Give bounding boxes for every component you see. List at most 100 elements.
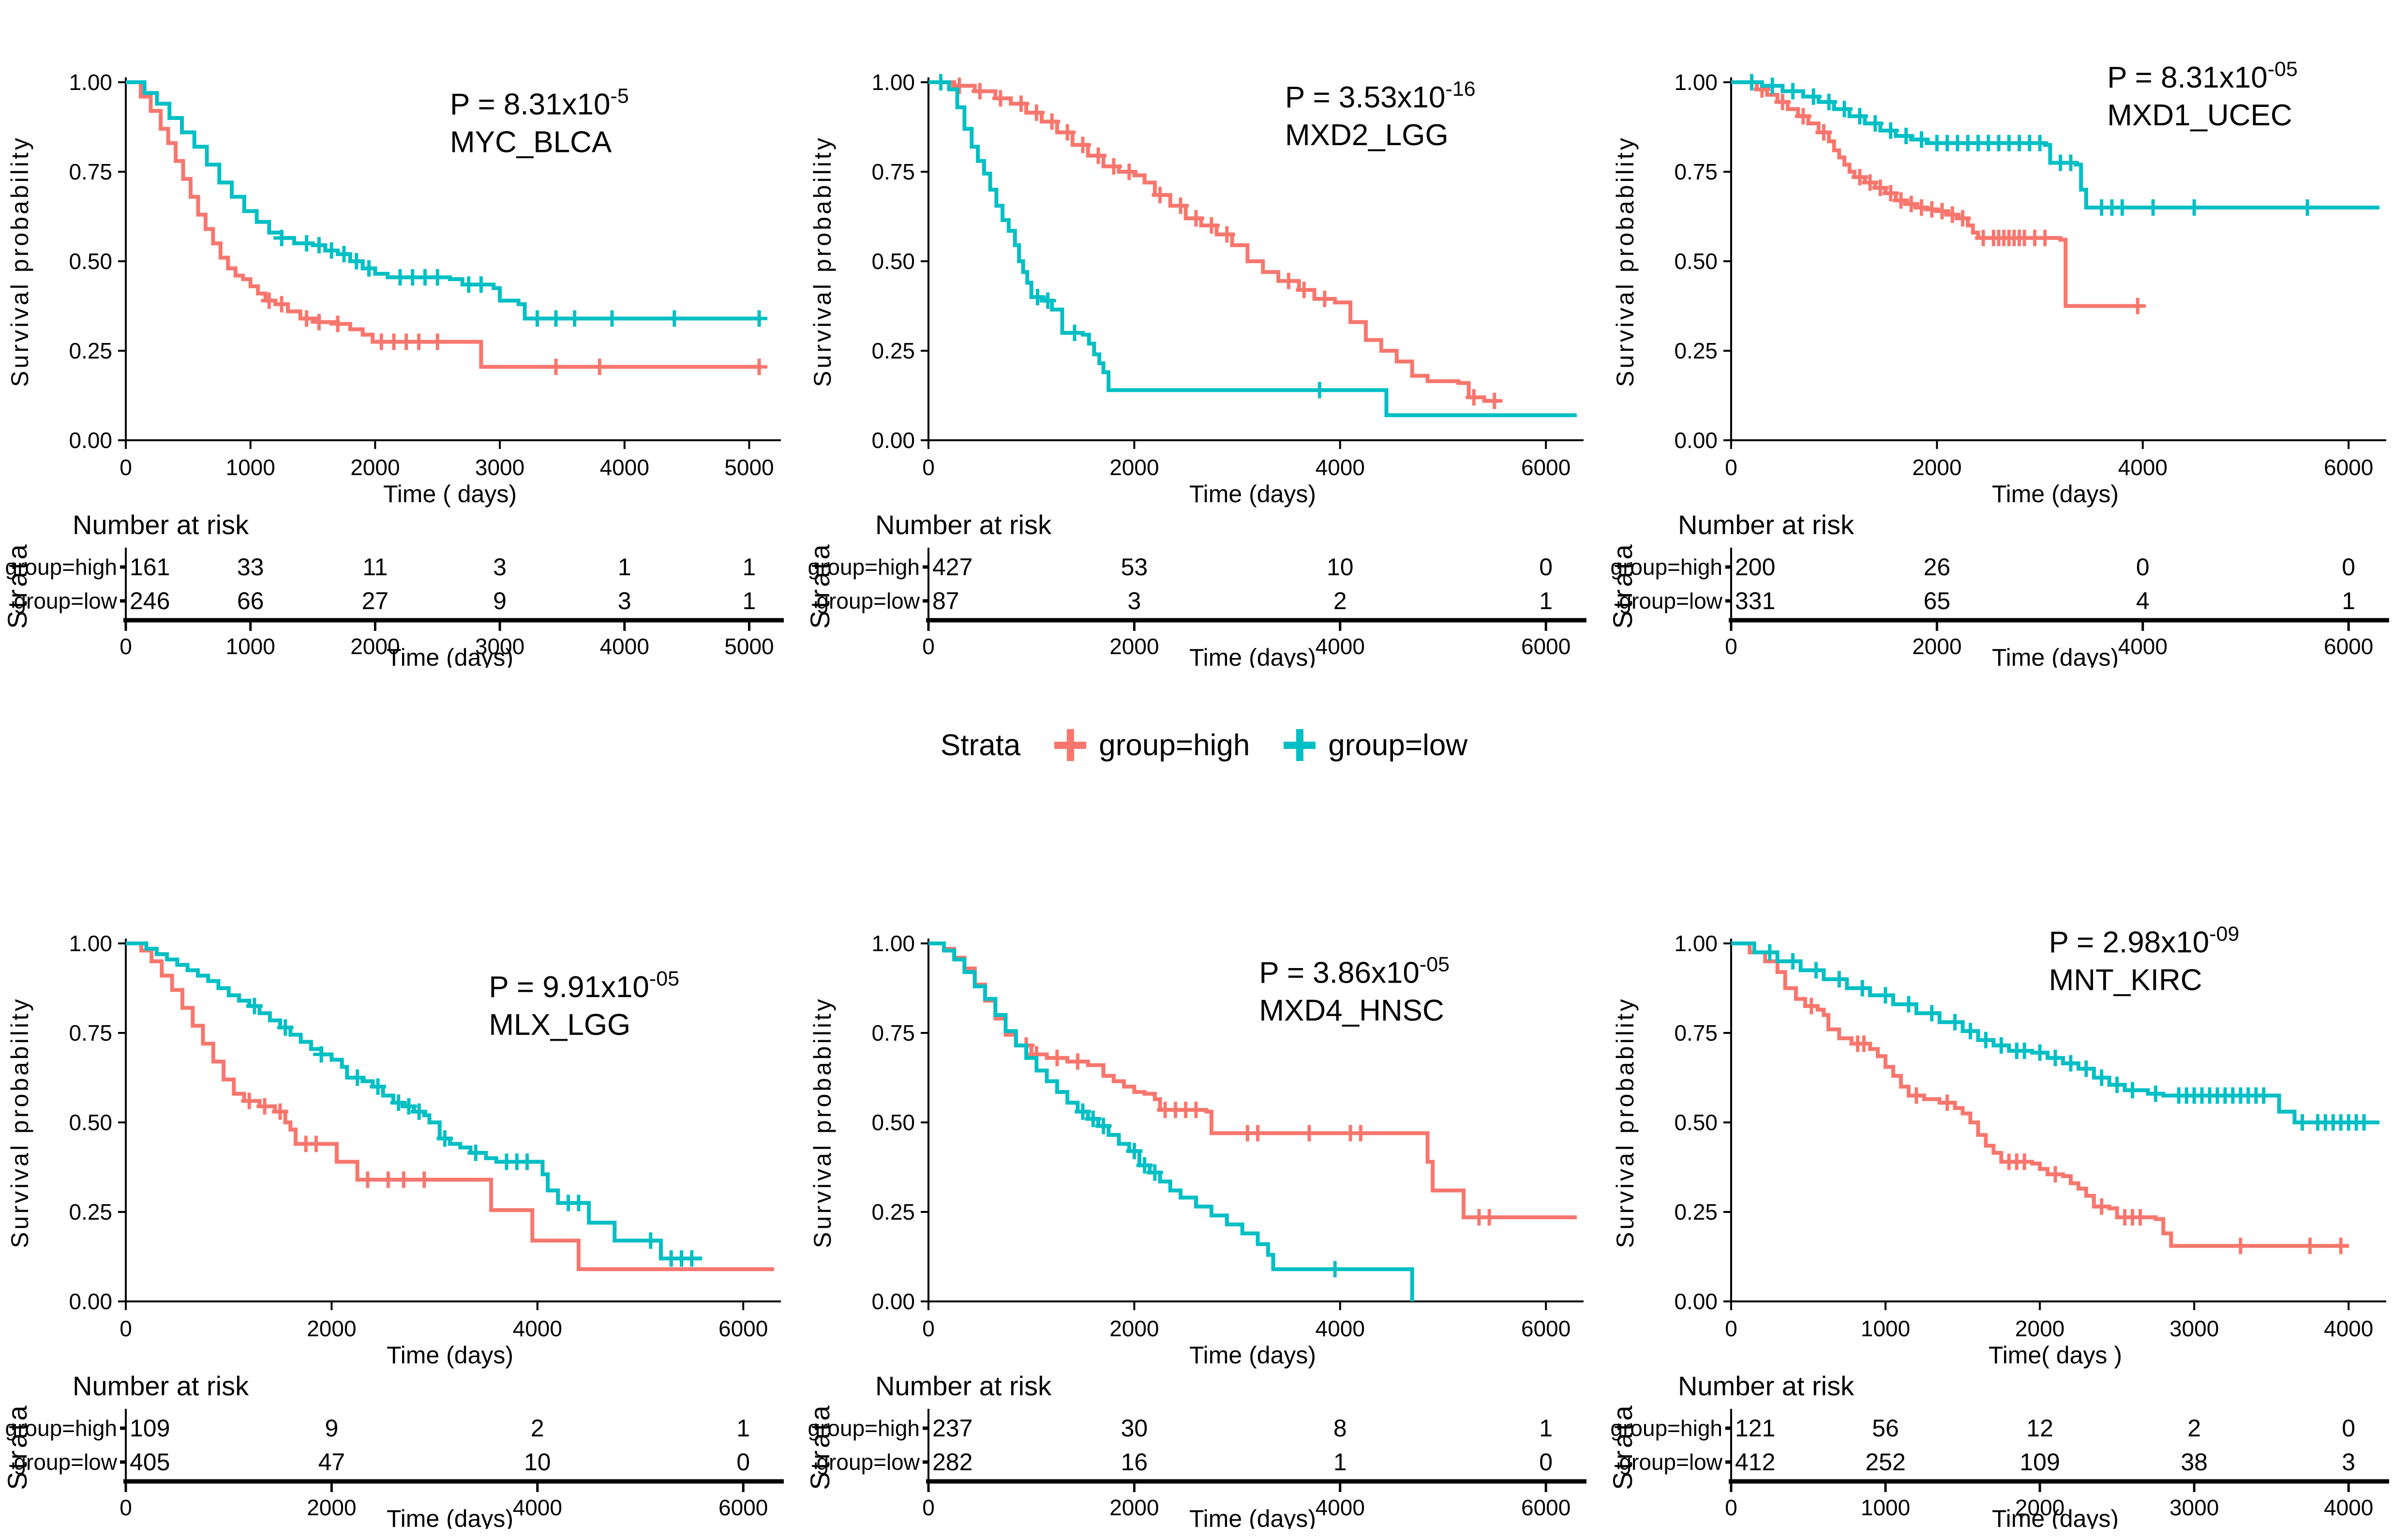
panel-mxd4-hnsc: 0.00 0.25 0.50 0.75 1.00 0 2000 4000 6000 Time (d… [803,910,1605,1529]
censor-marks-high [951,77,1503,409]
panel-mxd1-ucec: 0.00 0.25 0.50 0.75 1.00 0 2000 4000 6000 Time (d… [1605,48,2408,668]
y-tick-label: 0.00 [1674,1289,1718,1314]
x-tick-label: 6000 [718,1316,768,1341]
panel-title: MXD1_UCEC [2107,99,2292,132]
risk-count-high: 12 [2026,1415,2053,1442]
risk-count-low: 47 [318,1448,345,1476]
risk-strata-label: Strata [805,1403,835,1490]
risk-count-low: 1 [1333,1448,1347,1476]
risk-row-label-low: group=low [14,1449,117,1475]
risk-count-high: 200 [1735,553,1775,581]
risk-x-tick-label: 0 [1725,634,1737,659]
km-curve-low [126,80,768,327]
risk-x-axis-title: Time (days) [387,644,513,668]
axes [118,939,781,1310]
risk-row-label-low: group=low [816,1449,920,1475]
censor-marks-low [273,229,768,327]
x-tick-label: 2000 [1109,455,1159,480]
risk-count-high: 33 [237,553,264,581]
y-tick-label: 0.00 [871,428,915,453]
p-value-text: P = 3.86x10-05 [1259,953,1450,989]
risk-x-axis-title: Time (days) [1189,644,1316,668]
legend-plus-low-icon [1284,729,1316,761]
risk-row-label-high: group=high [5,554,117,580]
risk-count-low: 4 [2136,587,2150,614]
x-tick-label: 2000 [1109,1316,1159,1341]
risk-x-tick-label: 2000 [1109,1495,1159,1520]
panel-mnt-kirc: 0.00 0.25 0.50 0.75 1.00 0 1000 2000 3000 4000 Tim… [1605,910,2408,1529]
risk-x-tick-label: 4000 [2118,634,2168,659]
risk-count-high: 109 [130,1415,170,1442]
risk-count-high: 1 [618,553,631,581]
censor-marks-high [1753,81,2146,314]
risk-count-high: 53 [1121,553,1148,581]
km-curve-high [928,77,1503,409]
p-value-annotation: P = 8.31x10-05 MXD1_UCEC [2107,58,2298,132]
x-tick-label: 4000 [1316,455,1365,480]
risk-table-mxd4-hnsc: Number at risk group=high 237 30 8 1 group=low… [805,1371,1586,1529]
y-tick-label: 1.00 [69,70,112,95]
censor-marks-high [241,1092,433,1188]
y-axis-title: Survival probability [809,135,836,387]
risk-count-high: 0 [2342,553,2355,581]
risk-x-tick-label: 6000 [718,1495,768,1520]
y-axis-title: Survival probability [6,997,33,1248]
y-tick-label: 1.00 [69,931,112,956]
panel-mxd2-lgg: 0.00 0.25 0.50 0.75 1.00 0 2000 4000 6000 Time (d… [803,48,1605,668]
y-tick-label: 0.50 [69,249,112,274]
x-tick-label: 3000 [475,455,524,480]
risk-title: Number at risk [73,1371,249,1401]
risk-count-high: 30 [1121,1415,1148,1442]
risk-title: Number at risk [1678,509,1855,540]
risk-row-label-low: group=low [1619,1449,1722,1475]
risk-count-high: 1 [1539,1415,1553,1442]
y-axis-title: Survival probability [809,997,836,1248]
risk-count-high: 10 [1327,553,1354,581]
x-axis-title: Time( days ) [1989,1342,2122,1369]
p-value-annotation: P = 3.53x10-16 MXD2_LGG [1285,77,1476,152]
km-curve-low [126,941,703,1267]
km-step-line-high [928,941,1577,1220]
risk-x-tick-label: 1000 [1861,1495,1910,1520]
risk-count-low: 3 [2342,1448,2355,1476]
x-tick-label: 0 [120,455,132,480]
x-tick-label: 4000 [1316,1316,1365,1341]
km-curve-low [1731,74,2379,216]
risk-x-axis-title: Time (days) [387,1505,513,1529]
risk-title: Number at risk [1678,1371,1855,1401]
risk-x-tick-label: 2000 [307,1495,356,1520]
legend-item-high: group=high [1054,728,1250,762]
risk-row-label-low: group=low [14,588,117,613]
y-axis-title: Survival probability [1612,997,1639,1248]
panel-title: MYC_BLCA [450,126,612,159]
legend-plus-high-icon [1054,729,1087,761]
x-tick-label: 1000 [1861,1316,1910,1341]
km-curve-high [1731,80,2146,314]
legend-title: Strata [940,728,1021,762]
p-value-text: P = 9.91x10-05 [489,967,679,1004]
x-tick-label: 5000 [724,455,774,480]
risk-count-low: 282 [932,1448,972,1476]
km-plot-myc-blca: 0.00 0.25 0.50 0.75 1.00 0 1000 2000 3000 4000 500… [6,70,781,508]
km-plot-mnt-kirc: 0.00 0.25 0.50 0.75 1.00 0 1000 2000 3000 4000 Tim… [1612,923,2386,1369]
risk-x-tick-label: 4000 [1316,634,1365,659]
risk-strata-label: Strata [1607,542,1638,628]
x-tick-label: 4000 [513,1316,562,1341]
risk-x-tick-label: 0 [1725,1495,1737,1520]
p-value-annotation: P = 9.91x10-05 MLX_LGG [489,967,679,1042]
risk-title: Number at risk [73,509,249,540]
risk-count-low: 9 [493,587,507,614]
risk-row-label-high: group=high [808,554,920,580]
x-tick-label: 0 [922,455,935,480]
km-plot-mxd4-hnsc: 0.00 0.25 0.50 0.75 1.00 0 2000 4000 6000 Time (d… [809,931,1584,1369]
axes [1723,77,2386,449]
risk-count-low: 65 [1924,587,1951,614]
risk-row-label-low: group=low [1619,588,1722,613]
risk-count-low: 16 [1121,1448,1148,1476]
km-curve-high [126,80,768,375]
risk-count-high: 0 [2342,1415,2355,1442]
risk-count-high: 9 [325,1415,338,1442]
x-axis-title: Time (days) [1189,480,1316,508]
risk-count-low: 412 [1735,1448,1775,1476]
